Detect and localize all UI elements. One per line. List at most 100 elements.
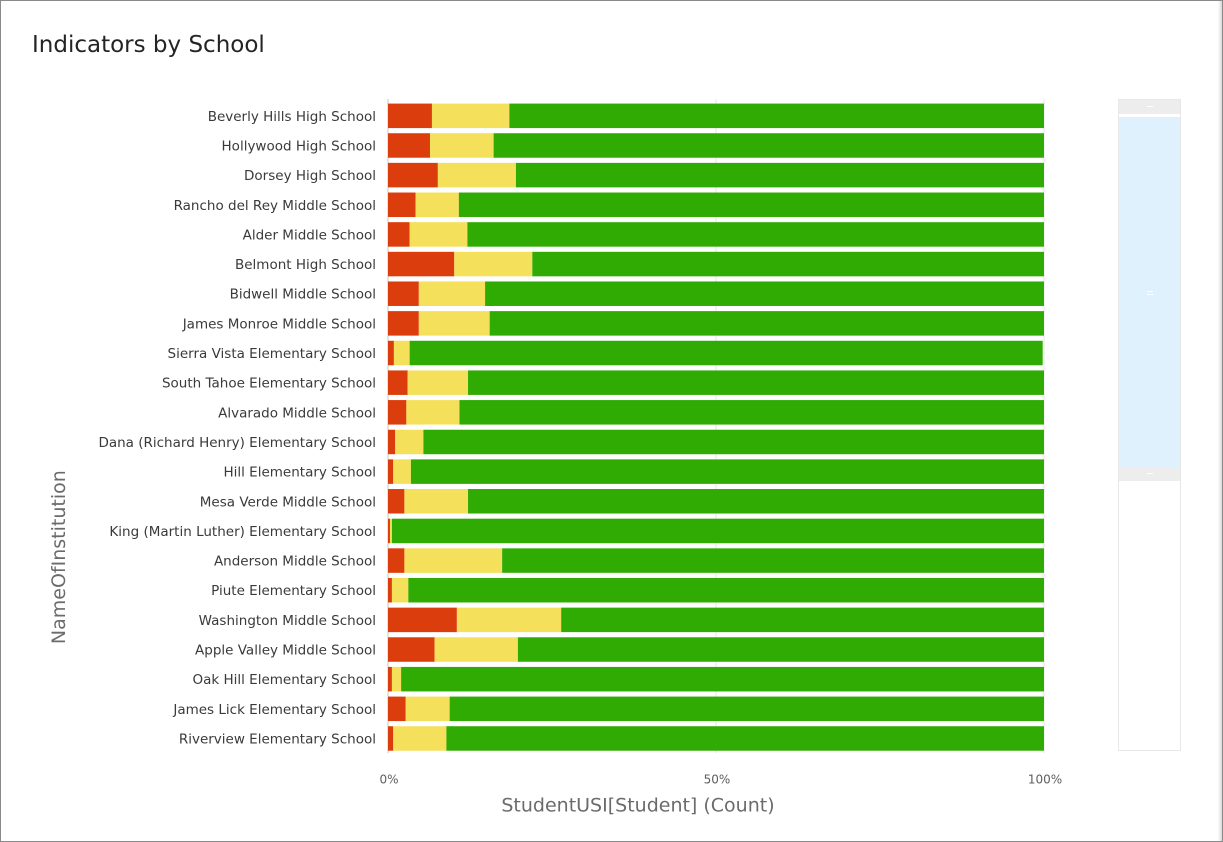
bar-segment[interactable] xyxy=(561,607,1044,633)
bar-segment[interactable] xyxy=(388,222,410,247)
bar-segment[interactable] xyxy=(388,192,416,218)
stacked-bar-chart: Beverly Hills High School Hollywood High … xyxy=(48,99,1062,816)
bar-segment[interactable] xyxy=(389,518,392,544)
bar-segment[interactable] xyxy=(388,548,405,573)
bar-segment[interactable] xyxy=(405,696,450,722)
bar-segment[interactable] xyxy=(395,429,424,455)
scrollbar-grip-icon xyxy=(1147,473,1153,474)
bar-segment[interactable] xyxy=(388,637,435,662)
y-axis-category-label: Dorsey High School xyxy=(244,168,376,184)
bar-segment[interactable] xyxy=(429,133,494,158)
bar-segment[interactable] xyxy=(423,429,1044,455)
x-axis-tick-label: 0% xyxy=(379,772,398,786)
bar-segment[interactable] xyxy=(449,696,1044,722)
bar-segment[interactable] xyxy=(393,726,447,751)
bar-segment[interactable] xyxy=(446,726,1044,751)
bar-segment[interactable] xyxy=(458,192,1044,218)
y-axis-category-label: Beverly Hills High School xyxy=(208,109,376,125)
bar-segment[interactable] xyxy=(388,103,432,129)
x-axis-tick-label: 100% xyxy=(1028,772,1062,786)
y-axis-category-label: South Tahoe Elementary School xyxy=(162,376,376,392)
bar-series-group xyxy=(388,103,1045,751)
bar-segment[interactable] xyxy=(388,577,392,603)
bar-segment[interactable] xyxy=(410,459,1045,484)
y-axis-category-label: Mesa Verde Middle School xyxy=(200,494,376,510)
y-axis-category-label: Rancho del Rey Middle School xyxy=(174,198,376,214)
bar-segment[interactable] xyxy=(391,577,409,603)
bar-segment[interactable] xyxy=(515,162,1044,188)
bar-segment[interactable] xyxy=(431,103,510,129)
x-axis-tick-label: 50% xyxy=(704,772,731,786)
bar-segment[interactable] xyxy=(407,370,469,395)
bar-segment[interactable] xyxy=(418,311,490,336)
bar-segment[interactable] xyxy=(408,577,1044,603)
y-axis-category-label: Dana (Richard Henry) Elementary School xyxy=(98,435,376,451)
bar-segment[interactable] xyxy=(409,340,1043,366)
scrollbar-grip-icon xyxy=(1147,106,1153,107)
y-axis-category-label: Belmont High School xyxy=(235,257,376,273)
bar-segment[interactable] xyxy=(415,192,459,218)
bar-segment[interactable] xyxy=(468,489,1045,514)
bar-segment[interactable] xyxy=(454,251,533,277)
bar-segment[interactable] xyxy=(404,489,469,514)
bar-segment[interactable] xyxy=(418,281,486,306)
bar-segment[interactable] xyxy=(391,666,402,692)
scrollbar-thumb[interactable] xyxy=(1119,117,1180,467)
bar-segment[interactable] xyxy=(393,459,411,484)
bar-segment[interactable] xyxy=(388,726,394,751)
y-axis-category-label: Hill Elementary School xyxy=(223,465,376,481)
bar-segment[interactable] xyxy=(409,222,468,247)
bar-segment[interactable] xyxy=(467,222,1045,247)
bar-segment[interactable] xyxy=(391,518,1044,544)
bar-segment[interactable] xyxy=(493,133,1045,158)
bar-segment[interactable] xyxy=(456,607,562,633)
bar-segment[interactable] xyxy=(406,400,460,425)
scrollbar-top-cap[interactable] xyxy=(1119,100,1180,114)
bar-segment[interactable] xyxy=(434,637,518,662)
bar-segment[interactable] xyxy=(401,666,1044,692)
bar-segment[interactable] xyxy=(388,162,438,188)
bar-segment[interactable] xyxy=(459,400,1044,425)
y-axis-category-label: Washington Middle School xyxy=(199,613,376,629)
y-axis-category-label: Apple Valley Middle School xyxy=(195,643,376,659)
bar-segment[interactable] xyxy=(388,696,406,722)
y-axis-category-label: Anderson Middle School xyxy=(214,554,376,570)
y-axis-category-label: Riverview Elementary School xyxy=(179,731,376,747)
bar-segment[interactable] xyxy=(388,281,419,306)
bar-segment[interactable] xyxy=(468,370,1045,395)
bar-segment[interactable] xyxy=(388,607,457,633)
scrollbar-bottom-cap[interactable] xyxy=(1119,467,1180,481)
bar-segment[interactable] xyxy=(489,311,1044,336)
bar-segment[interactable] xyxy=(502,548,1044,573)
chart-title: Indicators by School xyxy=(32,32,265,58)
scrollbar-thumb-grip-icon xyxy=(1147,294,1153,295)
bar-segment[interactable] xyxy=(388,489,405,514)
bar-segment[interactable] xyxy=(388,340,394,366)
bar-segment[interactable] xyxy=(388,311,419,336)
bar-segment[interactable] xyxy=(388,429,396,455)
bar-segment[interactable] xyxy=(393,340,410,366)
vertical-scrollbar[interactable] xyxy=(1118,99,1181,751)
bar-segment[interactable] xyxy=(509,103,1044,129)
x-axis-tick-labels: 0% 50% 100% xyxy=(379,772,1062,786)
bar-segment[interactable] xyxy=(388,370,408,395)
bar-segment[interactable] xyxy=(388,518,390,544)
y-axis-title: NameOfInstitution xyxy=(48,470,70,644)
bar-segment[interactable] xyxy=(388,400,407,425)
bar-segment[interactable] xyxy=(437,162,516,188)
scrollbar-thumb-grip-icon xyxy=(1147,291,1153,292)
bar-segment[interactable] xyxy=(532,251,1044,277)
bar-segment[interactable] xyxy=(485,281,1044,306)
bar-segment[interactable] xyxy=(404,548,503,573)
y-axis-category-label: James Lick Elementary School xyxy=(172,702,376,718)
x-axis-title: StudentUSI[Student] (Count) xyxy=(501,794,774,816)
y-axis-category-label: Oak Hill Elementary School xyxy=(192,672,376,688)
bar-segment[interactable] xyxy=(388,251,455,277)
bar-segment[interactable] xyxy=(388,133,430,158)
bar-segment[interactable] xyxy=(388,666,392,692)
y-axis-category-label: Alvarado Middle School xyxy=(218,405,376,421)
bar-segment[interactable] xyxy=(388,459,394,484)
y-axis-category-label: Piute Elementary School xyxy=(211,583,376,599)
bar-segment[interactable] xyxy=(517,637,1044,662)
